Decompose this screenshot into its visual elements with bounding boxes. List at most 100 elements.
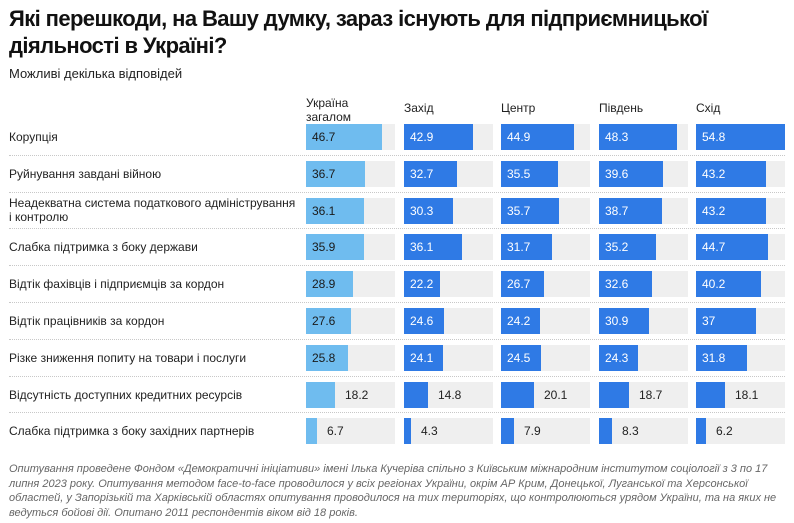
bar <box>696 124 785 150</box>
bar <box>696 271 761 297</box>
bar-track: 30.9 <box>599 308 688 334</box>
data-label: 25.8 <box>312 351 336 365</box>
row-separator <box>9 228 785 229</box>
row-separator <box>9 412 785 413</box>
column-header: Південь <box>599 101 644 115</box>
bar-track: 35.9 <box>306 234 395 260</box>
data-label: 32.6 <box>605 277 629 291</box>
bar <box>404 271 440 297</box>
column-header: Захід <box>404 101 434 115</box>
row-separator <box>9 192 785 193</box>
bar <box>599 308 649 334</box>
bar-track: 36.7 <box>306 161 395 187</box>
bar <box>306 418 317 444</box>
bar <box>501 124 574 150</box>
bar-track: 18.2 <box>306 382 395 408</box>
data-label: 7.9 <box>524 424 541 438</box>
data-label: 35.2 <box>605 240 629 254</box>
data-label: 31.8 <box>702 351 726 365</box>
bar-track: 24.6 <box>404 308 493 334</box>
bar-track: 6.2 <box>696 418 785 444</box>
bar <box>501 382 534 408</box>
row-label: Різке зниження попиту на товари і послуг… <box>9 351 247 365</box>
data-label: 46.7 <box>312 130 336 144</box>
bar <box>501 234 552 260</box>
bar-track: 44.7 <box>696 234 785 260</box>
chart-title: Які перешкоди, на Вашу думку, зараз існу… <box>9 6 708 58</box>
data-label: 43.2 <box>702 204 726 218</box>
row-label: Відсутність доступних кредитних ресурсів <box>9 388 243 402</box>
data-label: 30.9 <box>605 314 629 328</box>
data-label: 35.9 <box>312 240 336 254</box>
bar-track: 35.5 <box>501 161 590 187</box>
bar-track: 31.8 <box>696 345 785 371</box>
data-label: 38.7 <box>605 204 629 218</box>
bar <box>306 161 365 187</box>
row-label: Слабка підтримка з боку західних партнер… <box>9 424 255 438</box>
bar-track: 54.8 <box>696 124 785 150</box>
data-label: 40.2 <box>702 277 726 291</box>
data-label: 18.1 <box>735 388 759 402</box>
bar <box>599 271 652 297</box>
bar <box>404 198 453 224</box>
bar <box>696 161 766 187</box>
data-label: 36.1 <box>312 204 336 218</box>
data-label: 20.1 <box>544 388 568 402</box>
bar <box>404 234 462 260</box>
bar-track: 27.6 <box>306 308 395 334</box>
bar-track: 18.1 <box>696 382 785 408</box>
bar <box>404 161 457 187</box>
data-label: 36.1 <box>410 240 434 254</box>
bar <box>404 308 444 334</box>
bar <box>696 345 747 371</box>
bar-track: 43.2 <box>696 198 785 224</box>
bar-track: 20.1 <box>501 382 590 408</box>
row-separator <box>9 265 785 266</box>
column-header: Україна загалом <box>306 96 352 124</box>
column-header: Центр <box>501 101 536 115</box>
data-label: 26.7 <box>507 277 531 291</box>
bar <box>599 234 656 260</box>
bar <box>306 271 353 297</box>
footnote: Опитування проведене Фондом «Демократичн… <box>9 463 777 519</box>
data-label: 36.7 <box>312 167 336 181</box>
data-label: 24.2 <box>507 314 531 328</box>
data-label: 37 <box>702 314 716 328</box>
row-label: Відтік фахівців і підприємців за кордон <box>9 277 225 291</box>
bar <box>501 345 541 371</box>
bar <box>599 345 638 371</box>
bar-track: 30.3 <box>404 198 493 224</box>
bar-track: 7.9 <box>501 418 590 444</box>
bar <box>306 198 364 224</box>
bar-track: 22.2 <box>404 271 493 297</box>
bar <box>404 345 443 371</box>
data-label: 24.6 <box>410 314 434 328</box>
row-separator <box>9 339 785 340</box>
bar-track: 4.3 <box>404 418 493 444</box>
row-label: Руйнування завдані війною <box>9 167 162 181</box>
data-label: 4.3 <box>421 424 438 438</box>
bar-track: 48.3 <box>599 124 688 150</box>
bar-track: 43.2 <box>696 161 785 187</box>
data-label: 30.3 <box>410 204 434 218</box>
data-label: 32.7 <box>410 167 434 181</box>
data-label: 43.2 <box>702 167 726 181</box>
bar-track: 8.3 <box>599 418 688 444</box>
data-label: 39.6 <box>605 167 629 181</box>
bar-track: 36.1 <box>306 198 395 224</box>
data-label: 44.7 <box>702 240 726 254</box>
bar-track: 28.9 <box>306 271 395 297</box>
bar-track: 32.6 <box>599 271 688 297</box>
data-label: 54.8 <box>702 130 726 144</box>
bar <box>306 308 351 334</box>
bar-track: 36.1 <box>404 234 493 260</box>
bar <box>306 345 348 371</box>
column-header: Схід <box>696 101 721 115</box>
bar <box>404 418 411 444</box>
bar <box>599 382 629 408</box>
bar-track: 25.8 <box>306 345 395 371</box>
bar <box>404 124 473 150</box>
data-label: 22.2 <box>410 277 434 291</box>
bar <box>696 234 768 260</box>
bar-track: 35.7 <box>501 198 590 224</box>
